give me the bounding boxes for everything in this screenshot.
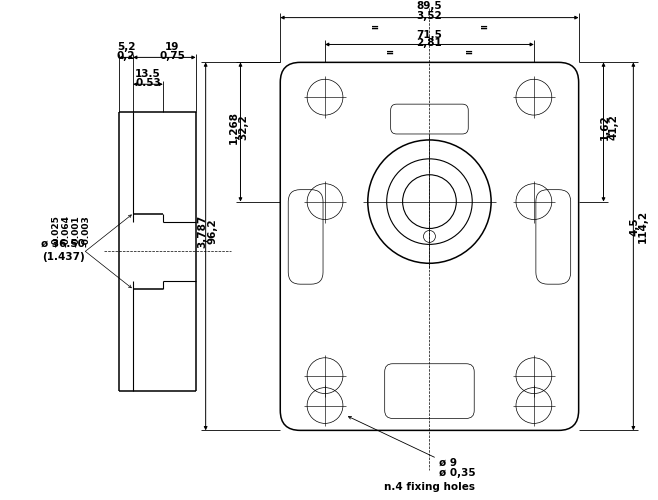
- Text: 32,2: 32,2: [238, 114, 249, 140]
- FancyBboxPatch shape: [536, 190, 570, 284]
- Text: 5,2: 5,2: [117, 42, 136, 52]
- Text: 71,5: 71,5: [417, 30, 442, 40]
- Text: -0.001: -0.001: [72, 216, 81, 248]
- Text: ø 0,35: ø 0,35: [440, 468, 476, 478]
- FancyBboxPatch shape: [391, 104, 468, 134]
- Text: 2,81: 2,81: [417, 38, 442, 48]
- Text: 3,52: 3,52: [417, 10, 442, 20]
- Text: 0,2: 0,2: [117, 52, 136, 62]
- Text: 1,62: 1,62: [599, 114, 609, 140]
- FancyBboxPatch shape: [288, 190, 323, 284]
- Text: n.4 fixing holes: n.4 fixing holes: [384, 482, 475, 492]
- Text: =: =: [465, 48, 473, 58]
- Text: 41,2: 41,2: [609, 114, 619, 140]
- Text: 0.53: 0.53: [135, 78, 161, 88]
- FancyBboxPatch shape: [280, 62, 578, 430]
- Text: 89,5: 89,5: [417, 0, 442, 10]
- FancyBboxPatch shape: [385, 364, 474, 418]
- Text: 1,268: 1,268: [228, 110, 239, 144]
- Text: =: =: [386, 48, 393, 58]
- Text: -0.064: -0.064: [62, 216, 71, 248]
- Text: 96,2: 96,2: [208, 218, 218, 244]
- Text: 19: 19: [165, 42, 180, 52]
- Text: 4,5: 4,5: [629, 217, 640, 236]
- Text: ø 36.50: ø 36.50: [41, 238, 86, 248]
- Text: (1.437): (1.437): [43, 252, 86, 262]
- Text: 114,2: 114,2: [638, 210, 648, 243]
- Text: =: =: [480, 22, 488, 32]
- Text: =: =: [370, 22, 379, 32]
- Text: 0,75: 0,75: [159, 52, 186, 62]
- Text: -0.003: -0.003: [82, 216, 91, 248]
- Text: -0.025: -0.025: [52, 216, 61, 248]
- Text: 3,787: 3,787: [197, 215, 208, 248]
- Text: 13.5: 13.5: [135, 70, 161, 80]
- Text: ø 9: ø 9: [440, 457, 457, 467]
